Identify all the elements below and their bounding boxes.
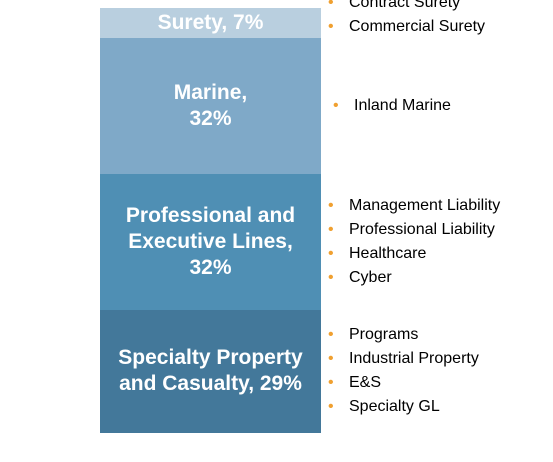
bar-segment: Marine, 32% [100,37,321,174]
detail-item: • Programs [328,323,553,347]
detail-item: • Industrial Property [328,347,553,371]
bullet: • [333,96,339,114]
detail-text: Professional Liability [349,220,495,238]
bullet: • [328,17,334,35]
detail-item: • Commercial Surety [328,15,553,39]
bullet: • [328,398,334,416]
bar-segment: Surety, 7% [100,8,321,38]
detail-text: Healthcare [349,244,427,262]
detail-item: • Contract Surety [328,0,553,15]
detail-text: Specialty GL [349,398,440,416]
detail-item: • Cyber [328,266,553,290]
segment-label: Marine, 32% [173,80,248,130]
bullet: • [328,196,334,214]
detail-item: • Management Liability [328,194,553,218]
bullet: • [328,0,334,11]
bar-segment: Specialty Property and Casualty, 29% [100,309,321,433]
detail-list: • Contract Surety • Commercial Surety [328,0,553,35]
bullet: • [328,268,334,286]
segment-label: Professional and Executive Lines, 32% [125,203,296,279]
detail-text: Industrial Property [349,350,479,368]
detail-item: • Healthcare [328,242,553,266]
detail-item: • E&S [328,371,553,395]
bullet: • [328,350,334,368]
segment-label: Specialty Property and Casualty, 29% [118,346,303,396]
detail-item: • Specialty GL [328,395,553,419]
detail-text: Inland Marine [354,96,451,114]
bullet: • [328,326,334,344]
bullet: • [328,220,334,238]
detail-item: • Professional Liability [328,218,553,242]
detail-text: Programs [349,326,419,344]
detail-text: Commercial Surety [349,17,486,35]
detail-list: • Management Liability • Professional Liabi… [328,174,553,310]
detail-item: • Inland Marine [333,94,553,118]
detail-text: Management Liability [349,196,501,214]
bullet: • [328,374,334,392]
segment-label: Surety, 7% [157,10,264,34]
bar-segment: Professional and Executive Lines, 32% [100,173,321,310]
detail-text: E&S [349,374,382,392]
detail-text: Cyber [349,268,392,286]
bullet: • [328,244,334,262]
detail-text: Contract Surety [349,0,461,11]
detail-list: • Programs • Industrial Property • E&S • Specia… [328,310,553,433]
detail-list: • Inland Marine [333,38,553,174]
